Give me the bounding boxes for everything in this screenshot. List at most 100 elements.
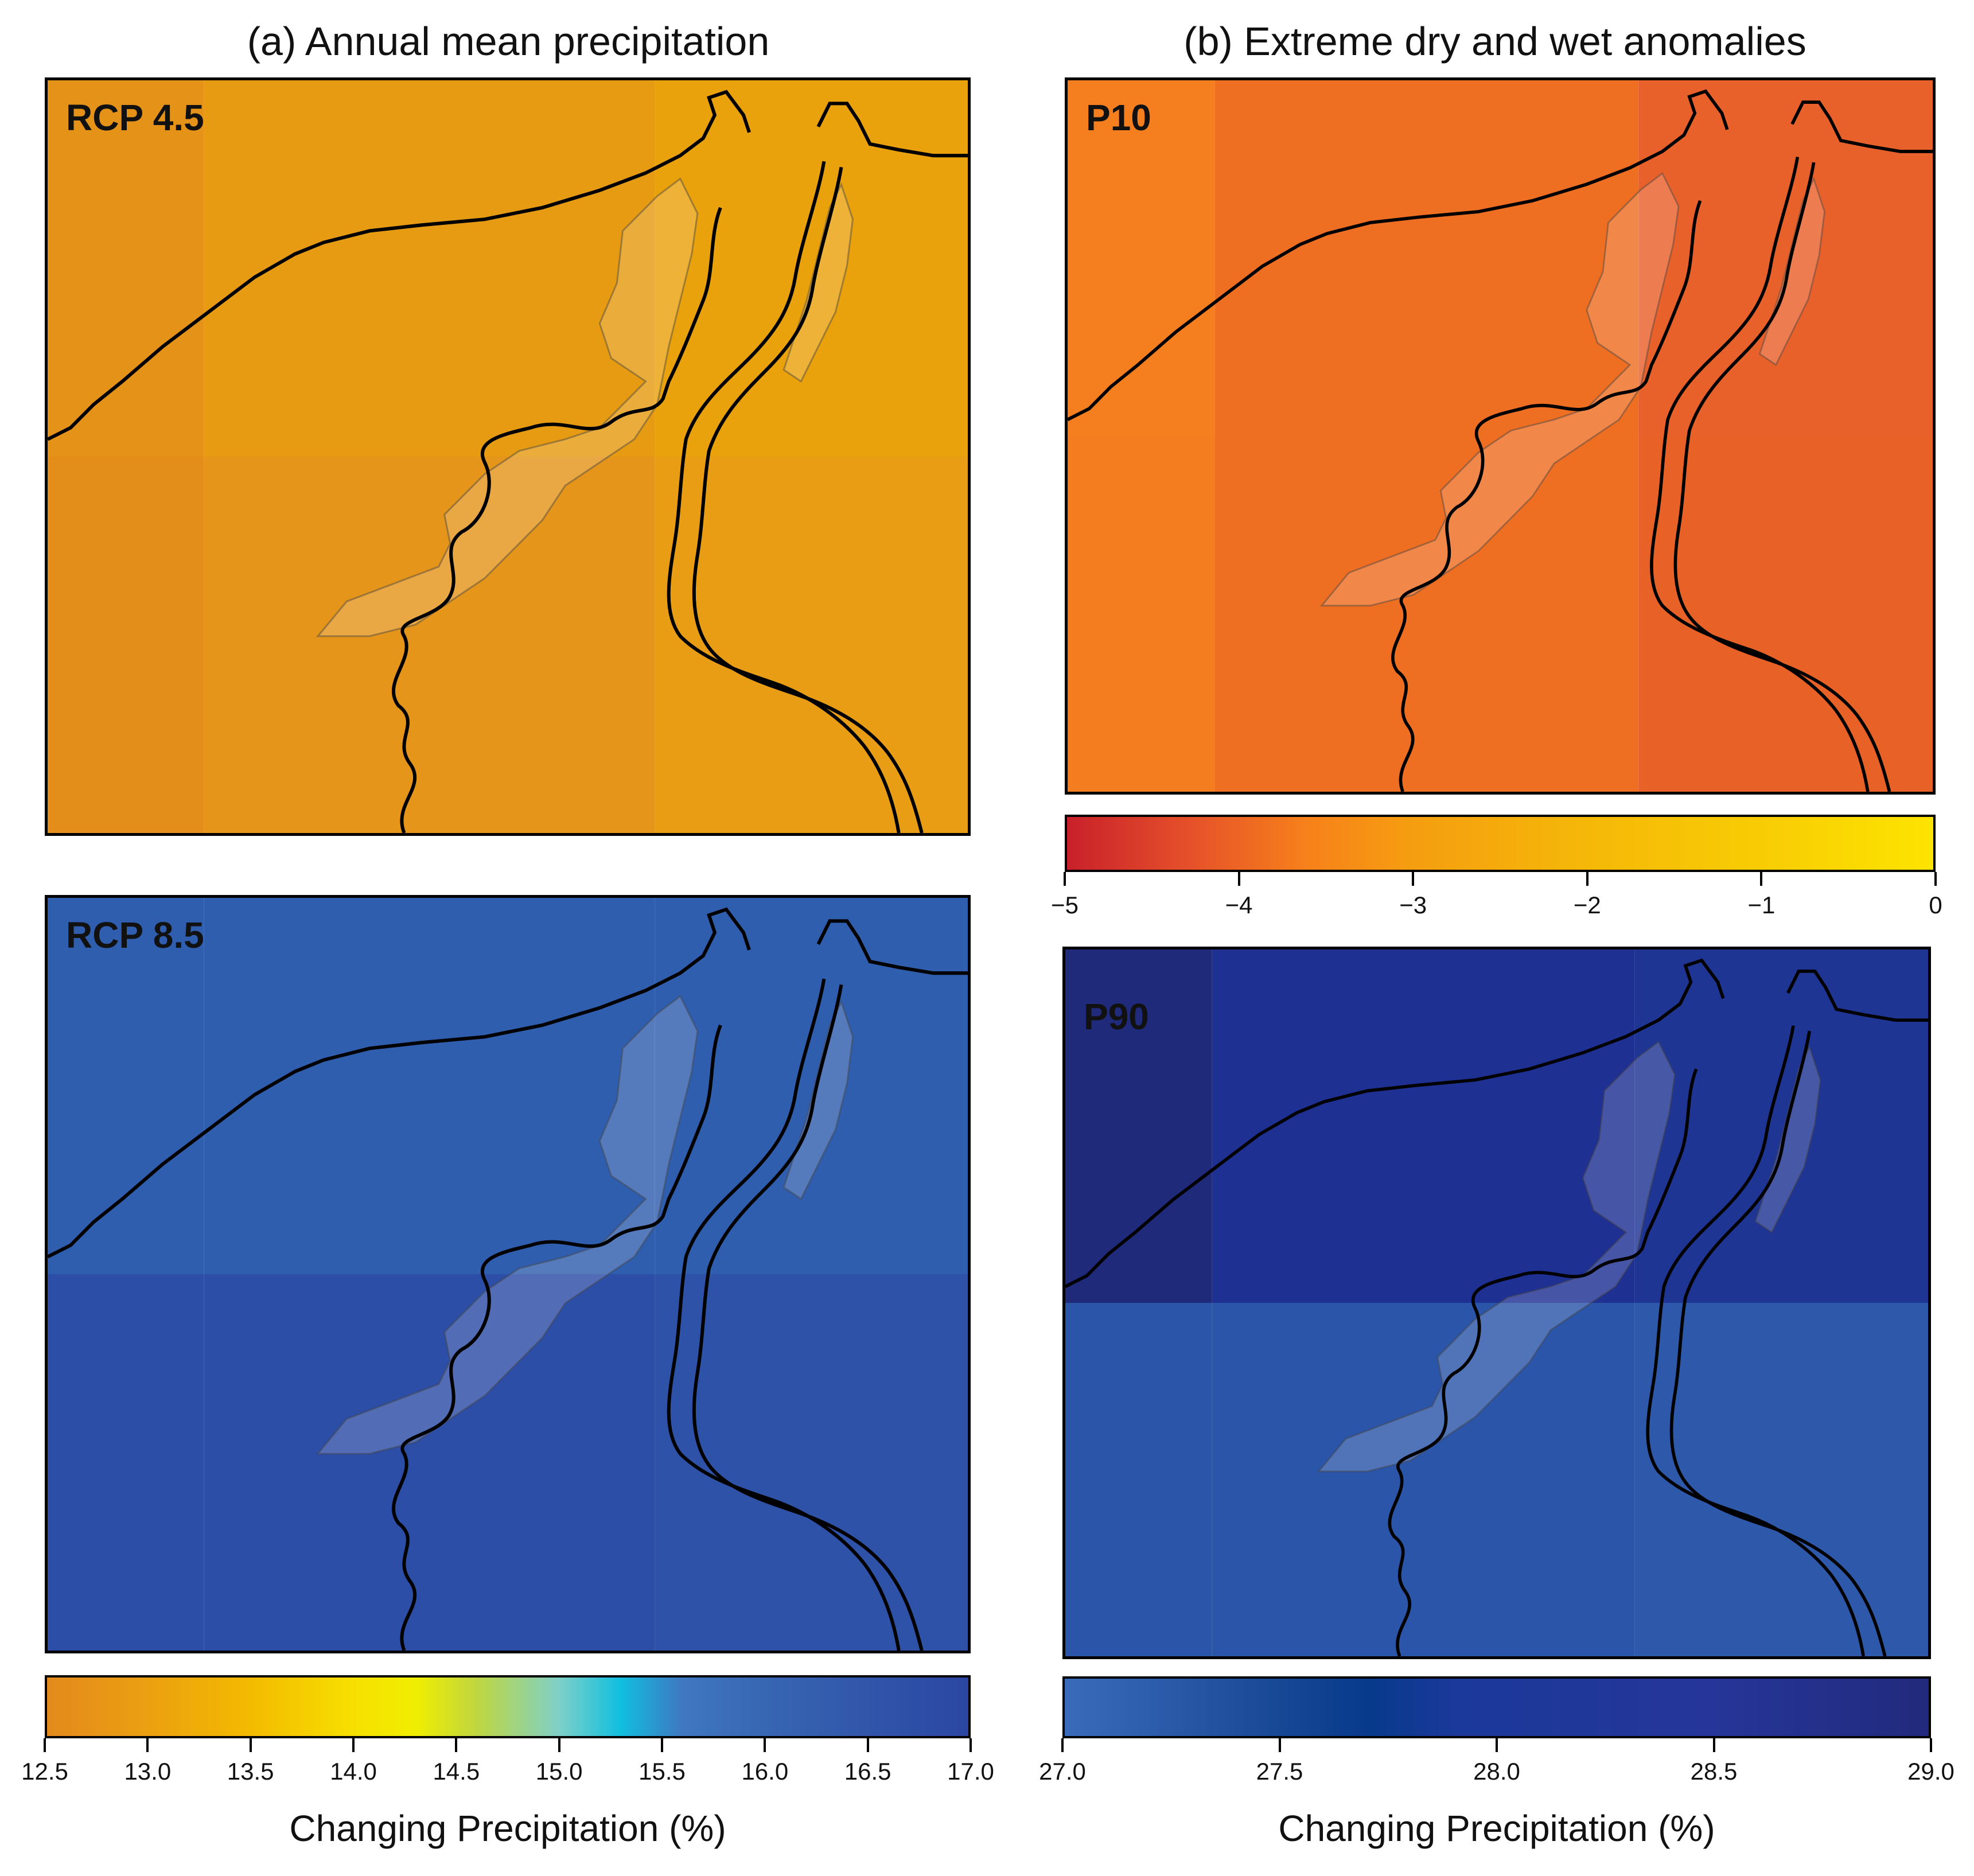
grid-cell-r0-c1 bbox=[204, 80, 655, 457]
river-west bbox=[392, 1024, 722, 1651]
grid-cell-r1-c0 bbox=[1068, 436, 1215, 792]
river-west bbox=[392, 207, 722, 833]
map-label-p10: P10 bbox=[1086, 97, 1151, 138]
river-west bbox=[1391, 200, 1702, 792]
p90-tick-label-2: 28.0 bbox=[1473, 1758, 1520, 1785]
annual-mean-tick-1 bbox=[146, 1738, 149, 1752]
wetland-overlay-1 bbox=[316, 995, 699, 1455]
p90-tick-4 bbox=[1930, 1738, 1932, 1752]
grid-cell-r0-c2 bbox=[1638, 80, 1933, 436]
annual-mean-tick-label-6: 15.5 bbox=[638, 1758, 686, 1785]
map-p90: P90 bbox=[1062, 947, 1931, 1659]
coastline bbox=[1068, 89, 1729, 421]
coastline bbox=[48, 89, 751, 441]
annual-mean-tick-0 bbox=[44, 1738, 46, 1752]
annual-mean-tick-label-1: 13.0 bbox=[124, 1758, 172, 1785]
river-east-bank-2 bbox=[692, 166, 924, 833]
coastline-east bbox=[816, 102, 968, 158]
map-canvas bbox=[1068, 80, 1933, 792]
left-column-title: (a) Annual mean precipitation bbox=[247, 19, 770, 64]
colorbar-annual-mean-title: Changing Precipitation (%) bbox=[289, 1808, 726, 1849]
map-label-p90: P90 bbox=[1084, 996, 1149, 1037]
p10-tick-label-0: −5 bbox=[1051, 892, 1079, 918]
annual-mean-tick-4 bbox=[455, 1738, 458, 1752]
river-east-bank-1 bbox=[667, 978, 901, 1651]
coastline bbox=[1065, 958, 1725, 1289]
wetland-overlay-2 bbox=[782, 999, 854, 1201]
grid-cell-r0-c1 bbox=[1214, 80, 1639, 436]
coastline-east bbox=[816, 919, 968, 975]
annual-mean-tick-7 bbox=[764, 1738, 766, 1752]
map-rcp45: RCP 4.5 bbox=[45, 77, 971, 836]
river-east-bank-2 bbox=[1669, 1030, 1887, 1656]
grid-cell-r1-c1 bbox=[1212, 1303, 1635, 1656]
coastline-east bbox=[1786, 970, 1928, 1022]
grid-cell-r1-c1 bbox=[204, 1274, 655, 1651]
wetland-overlay-1 bbox=[1317, 1040, 1676, 1473]
annual-mean-tick-6 bbox=[661, 1738, 663, 1752]
annual-mean-tick-label-5: 15.0 bbox=[535, 1758, 583, 1785]
p90-tick-label-3: 28.5 bbox=[1690, 1758, 1738, 1785]
colorbar-annual-mean bbox=[45, 1675, 971, 1738]
p90-tick-2 bbox=[1496, 1738, 1498, 1752]
grid-cell-r0-c1 bbox=[204, 898, 655, 1274]
map-rcp85: RCP 8.5 bbox=[45, 895, 971, 1653]
colorbar-p10 bbox=[1065, 815, 1936, 872]
p10-tick-label-2: −3 bbox=[1399, 892, 1427, 918]
grid-cell-r1-c0 bbox=[48, 457, 204, 833]
annual-mean-tick-label-2: 13.5 bbox=[227, 1758, 274, 1785]
grid-cell-r1-c1 bbox=[1214, 436, 1639, 792]
grid-cell-r1-c1 bbox=[204, 457, 655, 833]
annual-mean-tick-label-8: 16.5 bbox=[844, 1758, 891, 1785]
p90-tick-1 bbox=[1278, 1738, 1281, 1752]
annual-mean-tick-9 bbox=[970, 1738, 972, 1752]
map-label-rcp45: RCP 4.5 bbox=[66, 97, 204, 138]
colorbar-p90-title: Changing Precipitation (%) bbox=[1278, 1808, 1715, 1849]
p10-tick-label-1: −4 bbox=[1225, 892, 1253, 918]
p90-tick-label-4: 29.0 bbox=[1907, 1758, 1954, 1785]
annual-mean-tick-5 bbox=[558, 1738, 560, 1752]
wetland-overlay-2 bbox=[1758, 176, 1825, 367]
map-label-rcp85: RCP 8.5 bbox=[66, 914, 204, 956]
colorbar-p90 bbox=[1062, 1676, 1931, 1738]
river-east-bank-2 bbox=[692, 984, 924, 1651]
river-west bbox=[1388, 1068, 1698, 1656]
coastline-east bbox=[1790, 100, 1933, 153]
p10-tick-3 bbox=[1586, 872, 1588, 886]
p10-tick-1 bbox=[1237, 872, 1240, 886]
annual-mean-tick-8 bbox=[866, 1738, 869, 1752]
map-canvas bbox=[48, 80, 968, 833]
grid-cell-r1-c0 bbox=[48, 1274, 204, 1651]
p10-tick-5 bbox=[1934, 872, 1937, 886]
annual-mean-tick-label-3: 14.0 bbox=[330, 1758, 377, 1785]
grid-cell-r1-c0 bbox=[1065, 1303, 1212, 1656]
annual-mean-tick-label-0: 12.5 bbox=[21, 1758, 68, 1785]
annual-mean-tick-3 bbox=[352, 1738, 355, 1752]
annual-mean-tick-2 bbox=[249, 1738, 252, 1752]
river-east-bank-1 bbox=[667, 161, 901, 833]
p10-tick-2 bbox=[1412, 872, 1415, 886]
p10-tick-label-3: −2 bbox=[1573, 892, 1601, 918]
map-p10: P10 bbox=[1065, 77, 1936, 795]
grid-cell-r0-c0 bbox=[1065, 949, 1212, 1303]
p90-tick-3 bbox=[1712, 1738, 1715, 1752]
p10-tick-label-5: 0 bbox=[1929, 892, 1942, 918]
grid-cell-r0-c0 bbox=[1068, 80, 1215, 436]
map-canvas bbox=[48, 898, 968, 1651]
coastline bbox=[48, 907, 751, 1259]
wetland-overlay-2 bbox=[782, 182, 854, 383]
grid-cell-r0-c0 bbox=[48, 898, 204, 1274]
right-column-title: (b) Extreme dry and wet anomalies bbox=[1183, 19, 1806, 64]
river-east-bank-1 bbox=[1646, 1025, 1865, 1656]
grid-cell-r0-c1 bbox=[1212, 949, 1635, 1303]
grid-cell-r0-c2 bbox=[655, 80, 968, 457]
p10-tick-label-4: −1 bbox=[1747, 892, 1776, 918]
p10-tick-0 bbox=[1064, 872, 1066, 886]
wetland-overlay-2 bbox=[1754, 1045, 1821, 1233]
p90-tick-label-0: 27.0 bbox=[1039, 1758, 1086, 1785]
p90-tick-0 bbox=[1061, 1738, 1064, 1752]
river-east-bank-1 bbox=[1650, 157, 1870, 792]
grid-cell-r0-c2 bbox=[655, 898, 968, 1274]
grid-cell-r0-c0 bbox=[48, 80, 204, 457]
wetland-overlay-1 bbox=[1319, 172, 1680, 607]
